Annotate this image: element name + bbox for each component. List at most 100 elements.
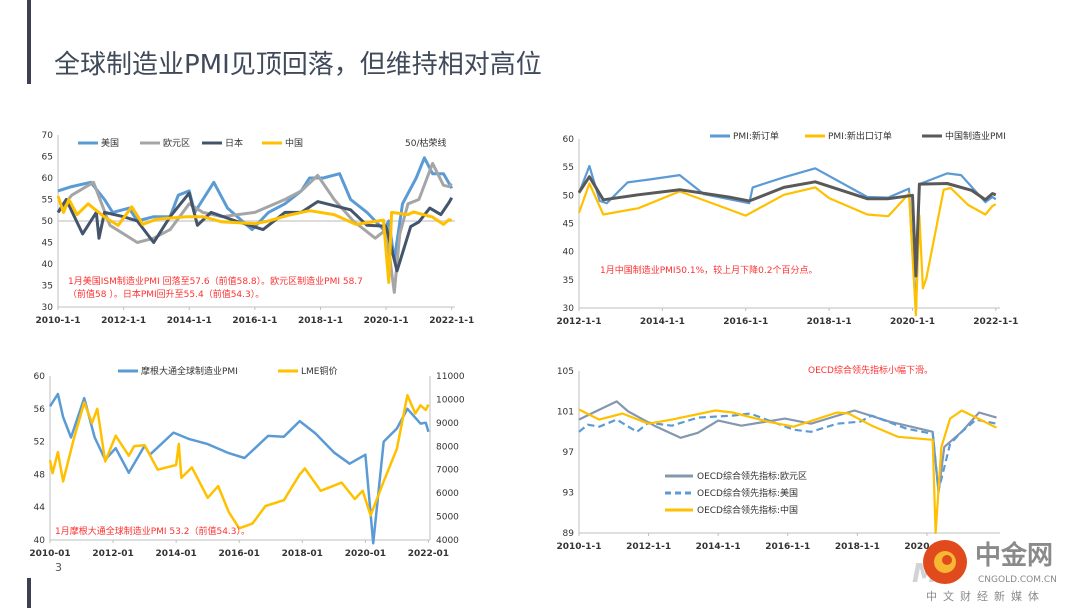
reference-line-label: 50/枯荣线 xyxy=(405,137,447,149)
y2-tick-label: 4000 xyxy=(436,536,459,546)
chart-annotation: 1月中国制造业PMI50.1%，较上月下降0.2个百分点。 xyxy=(600,264,817,276)
y-tick-label: 60 xyxy=(42,174,54,184)
watermark-name: 中金网 xyxy=(975,540,1053,571)
x-tick-label: 2022-1-1 xyxy=(973,317,1018,327)
series-line-3 xyxy=(577,175,997,278)
chart-1: 30 35 40 45 50 55 60 65 70 2010-1-1 2012-1-1 2014-1… xyxy=(35,131,474,326)
watermark-slogan: 中文财经新媒体 xyxy=(926,589,1045,603)
x-tick-label: 2020-1-1 xyxy=(904,542,949,552)
y-tick-label: 44 xyxy=(34,503,46,513)
y-tick-label: 93 xyxy=(563,489,574,499)
x-tick-label: 2012-1-1 xyxy=(626,542,671,552)
y-tick-label: 56 xyxy=(34,405,46,415)
y2-tick-label: 10000 xyxy=(436,395,465,405)
y-tick-label: 45 xyxy=(42,239,53,249)
y-tick-label: 50 xyxy=(563,191,575,201)
cngold-logo-swirl-core xyxy=(942,555,952,565)
x-tick-label: 2018-1-1 xyxy=(807,317,852,327)
legend-label: 中国 xyxy=(285,137,303,149)
x-tick-label: 2016-1-1 xyxy=(765,542,810,552)
series-line-2 xyxy=(48,393,430,530)
y-tick-label: 30 xyxy=(42,303,54,313)
y-tick-label: 89 xyxy=(563,529,575,539)
x-tick-label: 2012-01 xyxy=(92,549,133,559)
chart-annotation: 1月摩根大通全球制造业PMI 53.2（前值54.3）。 xyxy=(55,525,250,537)
legend-label: OECD综合领先指标:中国 xyxy=(697,504,798,516)
x-tick-label: 2014-1-1 xyxy=(167,316,212,326)
x-tick-label: 2018-1-1 xyxy=(835,542,880,552)
x-tick-label: 2022-01 xyxy=(408,549,449,559)
y2-tick-label: 9000 xyxy=(436,419,459,429)
accent-bar-bottom xyxy=(27,578,31,608)
y-tick-label: 55 xyxy=(563,163,574,173)
x-tick-label: 2016-01 xyxy=(219,549,260,559)
y-tick-label: 97 xyxy=(563,448,574,458)
chart-2: 30 35 40 45 50 55 60 2012-1-1 2014-1-1 2016-1-1 20… xyxy=(556,130,1018,327)
accent-bar xyxy=(27,0,31,84)
series-line-2 xyxy=(578,412,997,492)
y-tick-label: 40 xyxy=(42,260,54,270)
watermark-domain: CNGOLD.COM.CN xyxy=(978,575,1057,585)
x-tick-label: 2016-1-1 xyxy=(232,316,277,326)
y-tick-label: 65 xyxy=(42,153,53,163)
series-line-3 xyxy=(56,191,454,273)
legend-label: 日本 xyxy=(225,137,243,149)
legend-label: PMI:新订单 xyxy=(733,130,779,142)
series-line-3 xyxy=(578,408,997,535)
y-tick-label: 60 xyxy=(34,372,46,382)
y2-tick-label: 8000 xyxy=(436,442,459,452)
x-tick-label: 2010-01 xyxy=(29,549,70,559)
x-tick-label: 2014-1-1 xyxy=(696,542,741,552)
y-tick-label: 45 xyxy=(563,220,574,230)
y-tick-label: 52 xyxy=(34,438,45,448)
chart-3: 40 44 48 52 56 60 4000 5000 6000 7000 8000 9000 1000… xyxy=(29,365,465,559)
x-tick-label: 2020-1-1 xyxy=(890,317,935,327)
legend-label: OECD综合领先指标:美国 xyxy=(697,487,798,499)
y-tick-label: 60 xyxy=(563,135,575,145)
chart-annotation: OECD综合领先指标小幅下滑。 xyxy=(808,364,933,376)
y-tick-label: 101 xyxy=(557,408,574,418)
x-tick-label: 2014-01 xyxy=(155,549,196,559)
legend-label: OECD综合领先指标:欧元区 xyxy=(697,470,807,482)
x-tick-label: 2012-1-1 xyxy=(556,317,601,327)
legend-label: 摩根大通全球制造业PMI xyxy=(141,365,238,377)
series-line-1 xyxy=(57,156,454,262)
chart-annotation: （前值58 ）。日本PMI回升至55.4（前值54.3）。 xyxy=(68,288,264,300)
series-line-2 xyxy=(577,182,997,317)
legend-label: LME铜价 xyxy=(301,365,337,377)
series-line-2 xyxy=(56,161,453,294)
y-tick-label: 35 xyxy=(563,276,574,286)
x-tick-label: 2022-1-1 xyxy=(429,316,474,326)
y2-tick-label: 6000 xyxy=(436,489,459,499)
y-tick-label: 35 xyxy=(42,282,53,292)
charts: 30 35 40 45 50 55 60 65 70 2010-1-1 2012-1-1 2014-1… xyxy=(29,130,1018,559)
y2-tick-label: 5000 xyxy=(436,513,459,523)
x-tick-label: 2020-01 xyxy=(345,549,386,559)
y-tick-label: 30 xyxy=(563,304,575,314)
page-number: 3 xyxy=(55,561,62,574)
x-tick-label: 2010-1-1 xyxy=(556,542,601,552)
y2-tick-label: 7000 xyxy=(436,466,459,476)
legend-label: 中国制造业PMI xyxy=(945,130,1006,142)
series-line-4 xyxy=(56,195,453,284)
x-tick-label: 2012-1-1 xyxy=(101,316,146,326)
y-tick-label: 50 xyxy=(42,217,54,227)
legend-label: 美国 xyxy=(101,137,119,149)
series-line-1 xyxy=(48,392,430,545)
y2-tick-label: 11000 xyxy=(436,372,465,382)
slide-title: 全球制造业PMI见顶回落，但维持相对高位 xyxy=(54,50,542,80)
y-tick-label: 40 xyxy=(563,248,575,258)
y-tick-label: 105 xyxy=(557,367,574,377)
x-tick-label: 2018-01 xyxy=(282,549,323,559)
x-tick-label: 2020-1-1 xyxy=(364,316,409,326)
chart-annotation: 1月美国ISM制造业PMI 回落至57.6（前值58.8）。欧元区制造业PMI … xyxy=(68,275,363,287)
y-tick-label: 48 xyxy=(34,470,46,480)
chart-4: 89 93 97 101 105 2010-1-1 2012-1-1 2014-1-1 2016… xyxy=(556,364,1000,552)
series-line-1 xyxy=(577,164,997,313)
y-tick-label: 55 xyxy=(42,196,53,206)
watermark: M 中金网 CNGOLD.COM.CN 中文财经新媒体 xyxy=(912,540,1057,603)
series-line-1 xyxy=(578,400,997,494)
x-tick-label: 2016-1-1 xyxy=(723,317,768,327)
x-tick-label: 2018-1-1 xyxy=(298,316,343,326)
